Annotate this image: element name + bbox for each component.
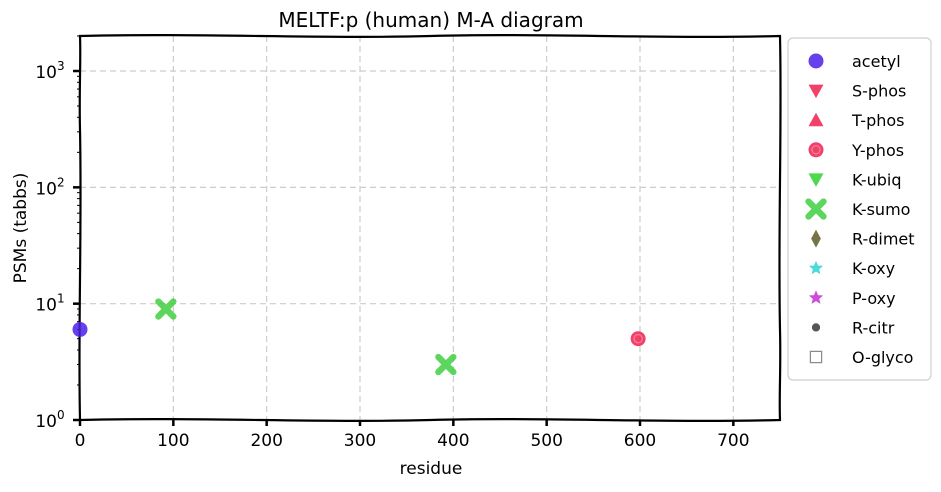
y-tick-label: 100 <box>35 408 64 432</box>
grid-lines <box>80 36 780 420</box>
x-axis-label: residue <box>400 459 463 479</box>
x-tick-label: 200 <box>250 431 282 451</box>
legend-marker-r-citr <box>811 323 821 332</box>
y-tick-exponent: 0 <box>57 408 65 422</box>
legend-marker-acetyl <box>808 53 824 69</box>
legend-marker-k-sumo <box>805 198 827 220</box>
y-tick-base: 10 <box>35 296 57 316</box>
legend-label: S-phos <box>852 82 906 101</box>
x-tick-label: 700 <box>717 431 749 451</box>
legend-label: R-citr <box>852 318 895 337</box>
legend-label: K-sumo <box>852 200 910 219</box>
chart-title: MELTF:p (human) M-A diagram <box>278 8 583 32</box>
x-tick-label: 500 <box>530 431 562 451</box>
legend-label: R-dimet <box>852 230 915 249</box>
y-tick-exponent: 3 <box>57 59 65 73</box>
legend-marker-r-dimet <box>811 229 821 248</box>
legend-label: K-ubiq <box>852 170 901 189</box>
legend-marker-t-phos <box>808 112 824 127</box>
legend-box <box>787 37 932 381</box>
y-tick-label: 103 <box>35 59 64 83</box>
data-point-k-sumo <box>435 353 457 376</box>
y-tick-base: 10 <box>35 63 57 83</box>
data-point-k-sumo <box>155 298 177 320</box>
y-axis-label: PSMs (tabbs) <box>11 173 31 284</box>
legend-label: P-oxy <box>852 289 896 308</box>
y-tick-exponent: 1 <box>57 292 65 306</box>
legend-label: T-phos <box>851 111 905 130</box>
legend-marker-o-glyco <box>809 350 823 364</box>
legend-marker-k-ubiq <box>808 173 824 187</box>
y-tick-base: 10 <box>35 412 57 432</box>
y-tick-label: 102 <box>35 175 64 199</box>
x-tick-label: 300 <box>344 431 376 451</box>
legend-label: Y-phos <box>851 141 904 160</box>
y-tick-label: 101 <box>35 292 64 316</box>
x-tick-label: 400 <box>437 431 469 451</box>
legend-label: acetyl <box>852 52 901 71</box>
legend-marker-y-phos <box>808 142 824 158</box>
legend-marker-p-oxy <box>808 290 824 304</box>
plot-frame <box>78 34 782 422</box>
x-tick-label: 600 <box>624 431 656 451</box>
legend-label: O-glyco <box>852 348 913 367</box>
data-point-y-phos <box>630 331 646 347</box>
x-tick-label: 0 <box>75 431 86 451</box>
legend-marker-s-phos <box>808 84 824 99</box>
y-tick-base: 10 <box>35 179 57 199</box>
legend-label: K-oxy <box>852 259 895 278</box>
x-tick-label: 100 <box>157 431 189 451</box>
y-tick-exponent: 2 <box>57 175 65 189</box>
legend-marker-k-oxy <box>808 260 824 275</box>
legend: acetyl S-phos T-phos Y-phos K-ubiq K-sumo R-di… <box>787 37 932 381</box>
data-points <box>72 298 646 376</box>
data-point-acetyl <box>72 321 88 337</box>
